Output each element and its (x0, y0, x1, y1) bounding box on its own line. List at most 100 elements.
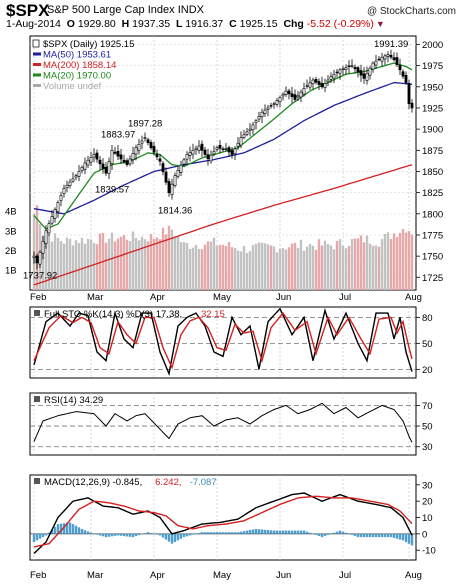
volume-bar (296, 248, 300, 290)
price-axis-label: 1850 (422, 167, 443, 178)
volume-bar (212, 237, 216, 290)
x-tick-label: Aug (405, 292, 422, 303)
macd-histogram-bar (383, 533, 387, 538)
macd-histogram-bar (293, 530, 297, 534)
legend-label: Volume undef (43, 81, 101, 92)
macd-histogram-bar (74, 525, 78, 534)
macd-histogram-bar (317, 533, 321, 537)
candle-body (80, 166, 84, 171)
x-tick-label: Jun (276, 292, 291, 303)
x-tick-label: Feb (30, 292, 46, 303)
macd-histogram-bar (194, 533, 198, 535)
volume-bar (389, 238, 393, 290)
volume-bar (128, 241, 132, 290)
macd-histogram-bar (56, 524, 60, 534)
index-fullname: S&P 500 Large Cap Index (47, 4, 175, 16)
x-tick-label: May (213, 292, 231, 303)
macd-histogram-bar (152, 533, 156, 535)
volume-bar (305, 246, 309, 290)
candle-body (344, 67, 348, 70)
volume-bar (293, 242, 297, 290)
x-tick-label: Mar (87, 570, 103, 581)
candle-body (290, 93, 294, 97)
volume-bar (224, 246, 228, 290)
candle-body (164, 171, 168, 183)
macd-histogram-bar (77, 527, 81, 534)
macd-histogram-bar (296, 530, 300, 534)
candle-body (125, 160, 129, 165)
volume-bar (146, 241, 150, 290)
volume-bar (230, 247, 234, 290)
down-arrow-icon: ▼ (375, 19, 385, 29)
candle-body (323, 83, 327, 89)
volume-bar (281, 248, 285, 290)
macd-histogram-bar (308, 532, 312, 534)
macd-histogram-bar (170, 533, 174, 544)
indicator-line-0 (33, 307, 413, 377)
volume-bar (98, 233, 102, 290)
candle-body (410, 102, 414, 109)
macd-histogram-bar (164, 533, 168, 540)
legend-swatch (32, 39, 40, 48)
candle-body (179, 164, 183, 173)
volume-bar (374, 245, 378, 290)
macd-histogram-bar (176, 533, 180, 541)
macd-histogram-bar (275, 530, 279, 534)
candle-body (38, 251, 42, 265)
quote-line: 1-Aug-2014 O 1929.80 H 1937.35 L 1916.37… (6, 18, 385, 30)
volume-bar (299, 239, 303, 290)
candle-body (176, 170, 180, 177)
volume-bar (143, 239, 147, 290)
volume-bar (116, 238, 120, 290)
candle-body (89, 157, 93, 163)
credit-link[interactable]: @ StockCharts.com (366, 6, 456, 17)
panel-legend: MACD(12,26,9) -0.845, (44, 477, 142, 488)
macd-histogram-bar (404, 533, 408, 543)
volume-bar (188, 248, 192, 290)
quote-change: -5.52 (-0.29%) (306, 18, 374, 30)
volume-bar (140, 236, 144, 290)
candle-body (365, 72, 369, 81)
candle-body (95, 152, 99, 160)
macd-histogram-bar (149, 533, 153, 534)
quote-open: 1929.80 (77, 18, 116, 30)
macd-histogram-bar (203, 532, 207, 534)
macd-histogram-bar (278, 530, 282, 534)
volume-axis-label: 3B (5, 226, 17, 237)
macd-histogram-bar (254, 528, 258, 534)
legend-label: MA(50) 1953.61 (43, 50, 111, 61)
volume-bar (179, 242, 183, 290)
candle-body (68, 181, 72, 187)
candle-body (335, 71, 339, 74)
macd-histogram-bar (68, 522, 72, 534)
macd-histogram-bar (290, 530, 294, 534)
candle-body (326, 79, 330, 83)
price-axis-label: 1750 (422, 252, 443, 263)
macd-histogram-bar (287, 530, 291, 534)
candle-body (203, 149, 207, 155)
volume-bar (335, 240, 339, 290)
panel-frame (29, 474, 417, 561)
macd-histogram-bar (371, 533, 375, 538)
macd-histogram-bar (368, 533, 372, 538)
volume-bar (62, 243, 66, 290)
x-tick-label: Aug (405, 570, 422, 581)
candle-body (188, 152, 192, 156)
price-axis-label: 2000 (422, 40, 443, 51)
candle-body (218, 145, 222, 149)
macd-histogram-bar (173, 533, 177, 543)
macd-histogram-bar (239, 531, 243, 534)
volume-bar (407, 231, 411, 290)
volume-bar (161, 227, 165, 290)
volume-bar (41, 236, 45, 290)
volume-bar (113, 241, 117, 290)
indicator-line-0 (33, 402, 413, 443)
macd-histogram-bar (131, 533, 135, 538)
candle-body (284, 90, 288, 95)
osc-axis-label: 30 (422, 480, 433, 491)
candle-body (110, 150, 114, 164)
macd-histogram-bar (155, 533, 159, 535)
volume-bar (152, 238, 156, 290)
volume-bar (77, 243, 81, 290)
x-tick-label: May (213, 570, 231, 581)
